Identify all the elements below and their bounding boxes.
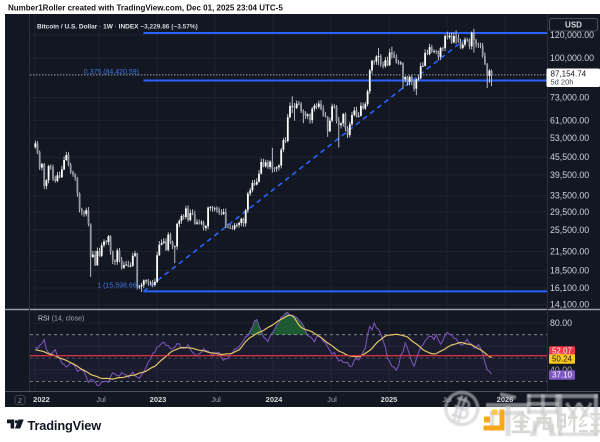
svg-text:2023: 2023 (150, 395, 167, 404)
svg-text:40.00: 40.00 (550, 365, 572, 375)
svg-text:37.10: 37.10 (552, 371, 573, 380)
svg-text:18,500.00: 18,500.00 (550, 266, 589, 276)
svg-text:120,000.00: 120,000.00 (550, 30, 594, 40)
svg-text:53,000.00: 53,000.00 (550, 133, 589, 143)
svg-text:29,500.00: 29,500.00 (550, 207, 589, 217)
svg-text:2022: 2022 (33, 395, 50, 404)
svg-text:21,500.00: 21,500.00 (550, 247, 589, 257)
svg-text:0.375 (84,420.59): 0.375 (84,420.59) (84, 69, 139, 76)
svg-text:USD: USD (565, 21, 582, 30)
svg-text:87,154.74: 87,154.74 (551, 70, 587, 79)
svg-text:1 (15,598.66): 1 (15,598.66) (97, 283, 139, 290)
svg-text:33,500.00: 33,500.00 (550, 191, 589, 201)
svg-text:Jul: Jul (327, 395, 337, 404)
svg-text:Bitcoin / U.S. Dollar · 1W · I: Bitcoin / U.S. Dollar · 1W · INDEX −3,22… (37, 24, 198, 31)
svg-text:80.00: 80.00 (550, 318, 572, 328)
svg-text:73,000.00: 73,000.00 (550, 93, 589, 103)
svg-text:45,500.00: 45,500.00 (550, 152, 589, 162)
svg-text:5d 20h: 5d 20h (551, 78, 574, 87)
svg-text:39,500.00: 39,500.00 (550, 170, 589, 180)
svg-text:50.24: 50.24 (552, 355, 573, 364)
svg-text:2026: 2026 (497, 395, 514, 404)
svg-text:14,100.00: 14,100.00 (550, 300, 589, 310)
svg-text:Number1Roller created with Tra: Number1Roller created with TradingView.c… (8, 4, 283, 13)
svg-text:Jul: Jul (211, 395, 221, 404)
svg-text:16,100.00: 16,100.00 (550, 283, 589, 293)
svg-text:52.07: 52.07 (552, 347, 573, 356)
svg-text:61,000.00: 61,000.00 (550, 115, 589, 125)
svg-text:Jul: Jul (96, 395, 106, 404)
svg-text:2024: 2024 (266, 395, 284, 404)
svg-text:Z: Z (18, 398, 22, 405)
svg-text:25,500.00: 25,500.00 (550, 225, 589, 235)
svg-text:2025: 2025 (381, 395, 398, 404)
svg-text:TradingView: TradingView (28, 418, 102, 433)
svg-text:100,000.00: 100,000.00 (550, 53, 594, 63)
svg-text:RSI (14, close): RSI (14, close) (38, 316, 84, 323)
